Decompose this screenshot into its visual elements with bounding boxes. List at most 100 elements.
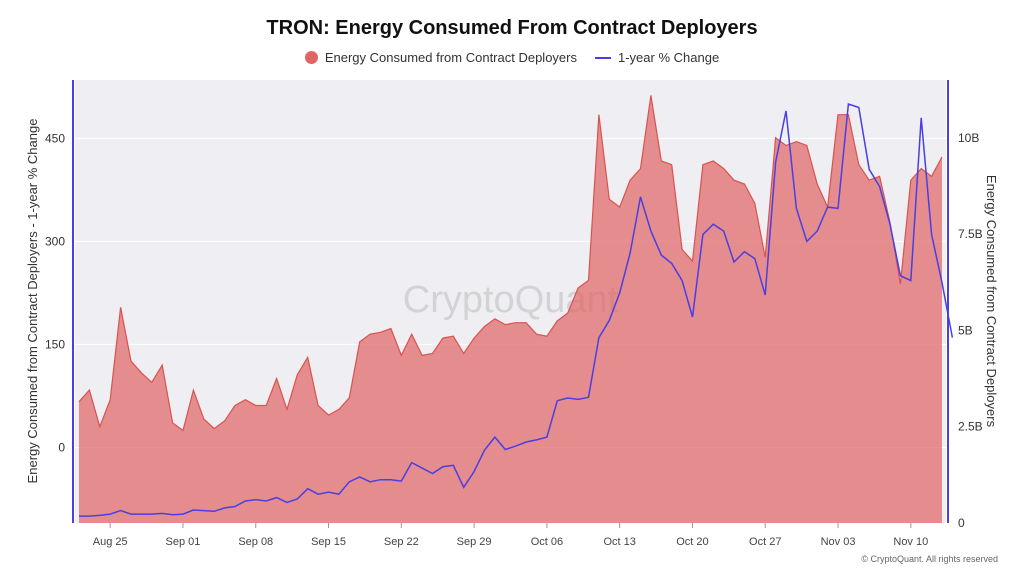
energy-point xyxy=(223,419,227,423)
pct-change-point xyxy=(701,233,705,237)
right-tick-label: 0 xyxy=(958,516,965,530)
pct-change-point xyxy=(950,336,954,340)
pct-change-point xyxy=(846,102,850,106)
energy-point xyxy=(295,373,299,377)
pct-change-point xyxy=(742,250,746,254)
energy-point xyxy=(919,167,923,171)
pct-change-point xyxy=(909,279,913,283)
pct-change-point xyxy=(503,448,507,452)
energy-point xyxy=(701,163,705,167)
energy-point xyxy=(545,334,549,338)
energy-point xyxy=(534,332,538,336)
energy-point xyxy=(857,163,861,167)
pct-change-point xyxy=(77,514,81,518)
energy-point xyxy=(98,425,102,429)
left-tick-label: 150 xyxy=(45,337,65,351)
energy-point xyxy=(722,167,726,171)
energy-point xyxy=(638,167,642,171)
pct-change-line xyxy=(79,102,954,517)
legend-item-pct[interactable]: 1-year % Change xyxy=(595,50,719,65)
pct-change-point xyxy=(337,492,341,496)
energy-point xyxy=(815,182,819,186)
energy-point xyxy=(181,429,185,433)
pct-change-point xyxy=(514,444,518,448)
energy-point xyxy=(524,321,528,325)
energy-point xyxy=(763,255,767,259)
legend: Energy Consumed from Contract Deployers … xyxy=(0,50,1024,65)
energy-point xyxy=(742,182,746,186)
energy-point xyxy=(649,93,653,97)
x-tick-label: Oct 13 xyxy=(603,536,635,548)
pct-change-point xyxy=(867,167,871,171)
legend-label-energy: Energy Consumed from Contract Deployers xyxy=(324,50,577,65)
energy-point xyxy=(555,319,559,323)
energy-point xyxy=(514,321,518,325)
energy-point xyxy=(327,413,331,417)
pct-change-point xyxy=(441,465,445,469)
energy-point xyxy=(316,404,320,408)
left-axis-label: Energy Consumed from Contract Deployers … xyxy=(25,119,40,484)
energy-point xyxy=(909,178,913,182)
pct-change-point xyxy=(690,315,694,319)
pct-change-point xyxy=(576,397,580,401)
energy-point xyxy=(680,247,684,251)
pct-change-point xyxy=(618,291,622,295)
x-tick-label: Nov 10 xyxy=(893,536,928,548)
energy-point xyxy=(202,417,206,421)
pct-change-point xyxy=(711,222,715,226)
pct-change-point xyxy=(358,475,362,479)
energy-point xyxy=(87,388,91,392)
pct-change-point xyxy=(586,395,590,399)
right-tick-label: 7.5B xyxy=(958,227,983,241)
energy-point xyxy=(212,427,216,431)
pct-change-point xyxy=(295,497,299,501)
energy-point xyxy=(659,159,663,163)
pct-change-point xyxy=(597,336,601,340)
energy-point xyxy=(160,363,164,367)
left-tick-label: 0 xyxy=(58,440,65,454)
pct-change-point xyxy=(680,279,684,283)
pct-change-point xyxy=(483,448,487,452)
legend-item-energy[interactable]: Energy Consumed from Contract Deployers xyxy=(304,50,577,65)
right-tick-label: 2.5B xyxy=(958,420,983,434)
energy-point xyxy=(129,359,133,363)
pct-change-point xyxy=(534,438,538,442)
energy-point xyxy=(784,143,788,147)
pct-change-point xyxy=(139,512,143,516)
pct-change-point xyxy=(763,293,767,297)
pct-change-point xyxy=(607,318,611,322)
energy-point xyxy=(867,178,871,182)
energy-point xyxy=(576,286,580,290)
energy-point xyxy=(794,140,798,144)
energy-point xyxy=(805,143,809,147)
energy-point xyxy=(503,323,507,327)
x-tick-label: Oct 20 xyxy=(676,536,708,548)
energy-point xyxy=(171,421,175,425)
x-tick-label: Sep 01 xyxy=(166,536,201,548)
pct-change-point xyxy=(431,472,435,476)
energy-point xyxy=(285,407,289,411)
energy-point xyxy=(306,355,310,359)
energy-point xyxy=(690,259,694,263)
pct-change-point xyxy=(878,184,882,188)
pct-change-point xyxy=(774,160,778,164)
pct-change-point xyxy=(753,257,757,261)
energy-point xyxy=(618,205,622,209)
pct-change-point xyxy=(212,509,216,513)
energy-area xyxy=(79,95,942,524)
pct-change-point xyxy=(254,498,258,502)
energy-point xyxy=(607,197,611,201)
energy-point xyxy=(243,398,247,402)
pct-change-point xyxy=(108,512,112,516)
pct-change-point xyxy=(160,511,164,515)
energy-point xyxy=(368,332,372,336)
energy-point xyxy=(462,352,466,356)
energy-point xyxy=(431,352,435,356)
pct-change-point xyxy=(327,490,331,494)
pct-change-point xyxy=(347,480,351,484)
x-tick-label: Nov 03 xyxy=(821,536,856,548)
x-tick-label: Sep 22 xyxy=(384,536,419,548)
pct-change-point xyxy=(649,229,653,233)
energy-point xyxy=(347,396,351,400)
